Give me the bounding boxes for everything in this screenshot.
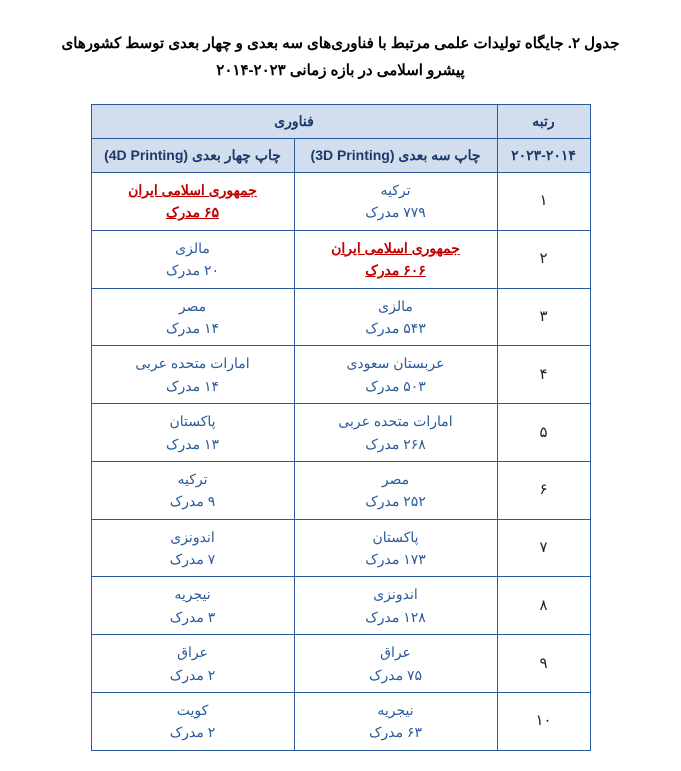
docs-count: ۶۳ مدرک — [299, 721, 493, 743]
cell-3d: مصر۲۵۲ مدرک — [294, 461, 497, 519]
docs-count: ۲۵۲ مدرک — [299, 490, 493, 512]
country-name: ترکیه — [299, 179, 493, 201]
docs-count: ۷۷۹ مدرک — [299, 201, 493, 223]
cell-3d: نیجریه۶۳ مدرک — [294, 693, 497, 751]
rank-cell: ۳ — [497, 288, 590, 346]
country-name: نیجریه — [96, 583, 290, 605]
country-name: امارات متحده عربی — [299, 410, 493, 432]
cell-4d: ترکیه۹ مدرک — [91, 461, 294, 519]
table-row: ۷پاکستان۱۷۳ مدرکاندونزی۷ مدرک — [91, 519, 590, 577]
data-table: رتبه فناوری ۲۰۲۳-۲۰۱۴ چاپ سه بعدی (3D Pr… — [91, 104, 591, 751]
docs-count: ۹ مدرک — [96, 490, 290, 512]
cell-3d: اندونزی۱۲۸ مدرک — [294, 577, 497, 635]
rank-cell: ۱۰ — [497, 693, 590, 751]
country-name: ترکیه — [96, 468, 290, 490]
header-rank: رتبه — [497, 105, 590, 139]
table-row: ۹عراق۷۵ مدرکعراق۲ مدرک — [91, 635, 590, 693]
rank-cell: ۱ — [497, 173, 590, 231]
table-row: ۳مالزی۵۴۳ مدرکمصر۱۴ مدرک — [91, 288, 590, 346]
header-tech: فناوری — [91, 105, 497, 139]
docs-count: ۵۰۳ مدرک — [299, 375, 493, 397]
docs-count: ۵۴۳ مدرک — [299, 317, 493, 339]
rank-cell: ۴ — [497, 346, 590, 404]
docs-count: ۲ مدرک — [96, 721, 290, 743]
docs-count: ۷ مدرک — [96, 548, 290, 570]
table-row: ۲جمهوری اسلامی ایران۶۰۶ مدرکمالزی۲۰ مدرک — [91, 230, 590, 288]
cell-3d: عراق۷۵ مدرک — [294, 635, 497, 693]
rank-cell: ۷ — [497, 519, 590, 577]
cell-4d: جمهوری اسلامی ایران۶۵ مدرک — [91, 173, 294, 231]
country-name: جمهوری اسلامی ایران — [96, 179, 290, 201]
country-name: مصر — [96, 295, 290, 317]
cell-4d: کویت۲ مدرک — [91, 693, 294, 751]
table-row: ۵امارات متحده عربی۲۶۸ مدرکپاکستان۱۳ مدرک — [91, 404, 590, 462]
table-title: جدول ۲. جایگاه تولیدات علمی مرتبط با فنا… — [60, 30, 621, 84]
docs-count: ۱۲۸ مدرک — [299, 606, 493, 628]
rank-cell: ۲ — [497, 230, 590, 288]
country-name: مالزی — [96, 237, 290, 259]
table-row: ۱۰نیجریه۶۳ مدرککویت۲ مدرک — [91, 693, 590, 751]
docs-count: ۱۴ مدرک — [96, 375, 290, 397]
docs-count: ۶۵ مدرک — [96, 201, 290, 223]
docs-count: ۷۵ مدرک — [299, 664, 493, 686]
country-name: عراق — [96, 641, 290, 663]
table-row: ۸اندونزی۱۲۸ مدرکنیجریه۳ مدرک — [91, 577, 590, 635]
header-3d: چاپ سه بعدی (3D Printing) — [294, 139, 497, 173]
rank-cell: ۸ — [497, 577, 590, 635]
docs-count: ۱۴ مدرک — [96, 317, 290, 339]
cell-3d: جمهوری اسلامی ایران۶۰۶ مدرک — [294, 230, 497, 288]
cell-4d: اندونزی۷ مدرک — [91, 519, 294, 577]
country-name: مصر — [299, 468, 493, 490]
cell-4d: مالزی۲۰ مدرک — [91, 230, 294, 288]
country-name: پاکستان — [96, 410, 290, 432]
docs-count: ۳ مدرک — [96, 606, 290, 628]
country-name: جمهوری اسلامی ایران — [299, 237, 493, 259]
rank-cell: ۵ — [497, 404, 590, 462]
table-row: ۶مصر۲۵۲ مدرکترکیه۹ مدرک — [91, 461, 590, 519]
cell-4d: مصر۱۴ مدرک — [91, 288, 294, 346]
cell-3d: مالزی۵۴۳ مدرک — [294, 288, 497, 346]
country-name: اندونزی — [299, 583, 493, 605]
cell-3d: پاکستان۱۷۳ مدرک — [294, 519, 497, 577]
country-name: کویت — [96, 699, 290, 721]
cell-4d: عراق۲ مدرک — [91, 635, 294, 693]
cell-4d: پاکستان۱۳ مدرک — [91, 404, 294, 462]
cell-3d: امارات متحده عربی۲۶۸ مدرک — [294, 404, 497, 462]
docs-count: ۱۷۳ مدرک — [299, 548, 493, 570]
rank-cell: ۹ — [497, 635, 590, 693]
country-name: امارات متحده عربی — [96, 352, 290, 374]
docs-count: ۶۰۶ مدرک — [299, 259, 493, 281]
country-name: عربستان سعودی — [299, 352, 493, 374]
cell-3d: عربستان سعودی۵۰۳ مدرک — [294, 346, 497, 404]
cell-3d: ترکیه۷۷۹ مدرک — [294, 173, 497, 231]
header-4d: چاپ چهار بعدی (4D Printing) — [91, 139, 294, 173]
header-rank-sub: ۲۰۲۳-۲۰۱۴ — [497, 139, 590, 173]
country-name: پاکستان — [299, 526, 493, 548]
table-row: ۴عربستان سعودی۵۰۳ مدرکامارات متحده عربی۱… — [91, 346, 590, 404]
docs-count: ۲۶۸ مدرک — [299, 433, 493, 455]
cell-4d: نیجریه۳ مدرک — [91, 577, 294, 635]
docs-count: ۲۰ مدرک — [96, 259, 290, 281]
country-name: مالزی — [299, 295, 493, 317]
country-name: نیجریه — [299, 699, 493, 721]
docs-count: ۱۳ مدرک — [96, 433, 290, 455]
cell-4d: امارات متحده عربی۱۴ مدرک — [91, 346, 294, 404]
country-name: اندونزی — [96, 526, 290, 548]
docs-count: ۲ مدرک — [96, 664, 290, 686]
table-row: ۱ترکیه۷۷۹ مدرکجمهوری اسلامی ایران۶۵ مدرک — [91, 173, 590, 231]
rank-cell: ۶ — [497, 461, 590, 519]
country-name: عراق — [299, 641, 493, 663]
